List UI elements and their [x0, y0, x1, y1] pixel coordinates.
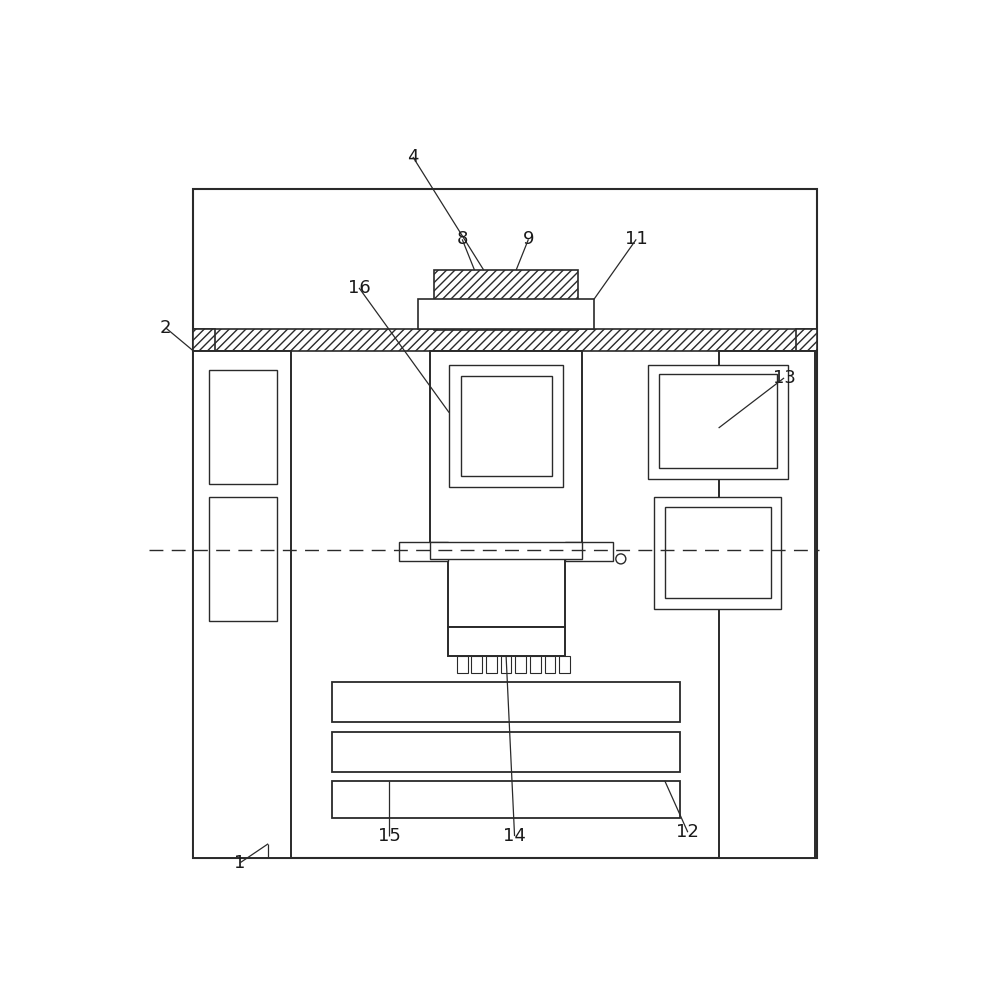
Text: 12: 12 — [676, 823, 699, 841]
Bar — [460, 376, 551, 476]
Bar — [501, 656, 512, 673]
Bar — [559, 656, 570, 673]
Text: 13: 13 — [773, 369, 796, 387]
Bar — [193, 329, 817, 351]
Text: 16: 16 — [348, 279, 371, 297]
Bar — [209, 497, 277, 620]
Bar — [448, 559, 565, 627]
Text: 9: 9 — [523, 230, 534, 248]
Bar — [332, 682, 680, 722]
Bar — [418, 299, 594, 329]
Bar — [399, 542, 448, 561]
Bar — [565, 542, 613, 561]
Bar — [659, 374, 777, 468]
Text: 1: 1 — [234, 854, 246, 872]
Bar — [193, 329, 215, 351]
Bar — [529, 656, 540, 673]
Bar — [430, 542, 583, 559]
Bar — [430, 351, 583, 559]
Bar — [449, 365, 563, 487]
Text: 4: 4 — [407, 148, 419, 166]
Bar — [719, 351, 814, 858]
Bar — [457, 656, 467, 673]
Text: 11: 11 — [625, 230, 648, 248]
Bar — [544, 656, 555, 673]
Bar — [654, 497, 781, 609]
Text: 2: 2 — [160, 319, 172, 337]
Bar — [193, 189, 817, 858]
Text: 15: 15 — [378, 827, 400, 845]
Bar — [332, 781, 680, 818]
Bar — [471, 656, 482, 673]
Bar — [796, 329, 817, 351]
Bar — [648, 365, 788, 479]
Bar — [665, 507, 771, 598]
Text: 8: 8 — [457, 230, 468, 248]
Bar — [434, 270, 579, 330]
Bar — [448, 627, 565, 656]
Bar — [516, 656, 527, 673]
Bar — [193, 351, 291, 858]
Bar — [486, 656, 497, 673]
Text: 14: 14 — [503, 827, 526, 845]
Bar — [332, 732, 680, 772]
Bar — [209, 370, 277, 484]
